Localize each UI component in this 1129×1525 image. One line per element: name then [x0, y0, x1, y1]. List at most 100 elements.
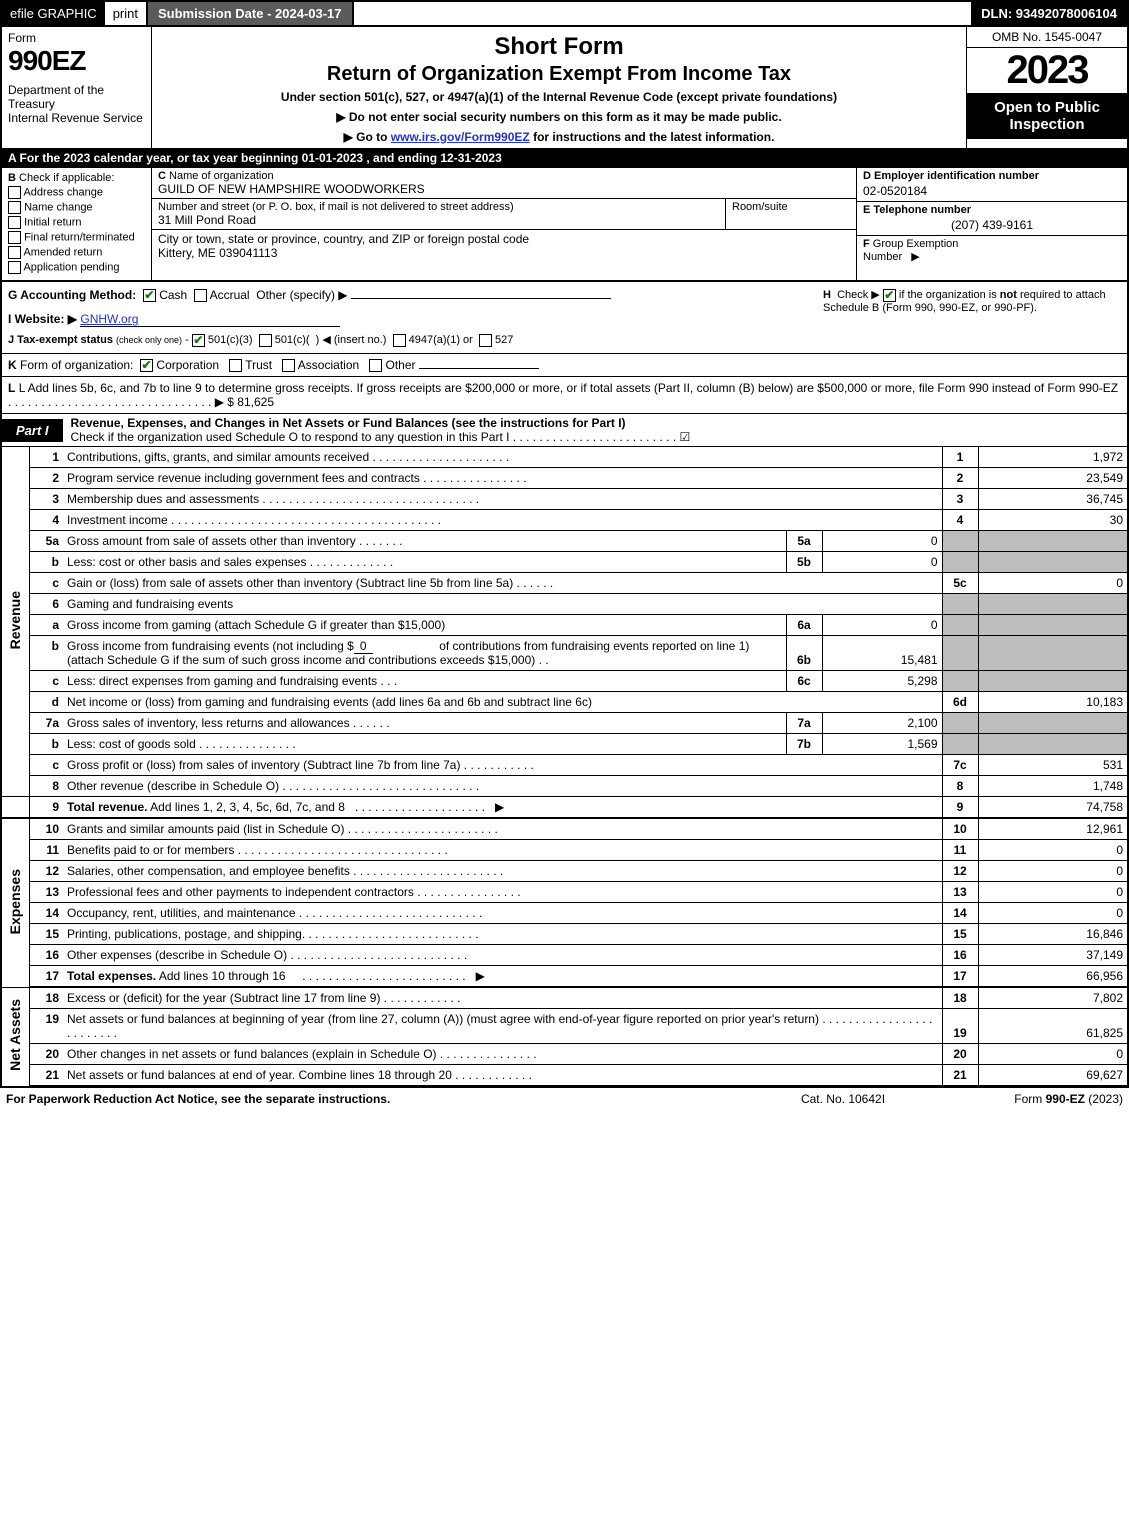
l10-val: 12,961 — [978, 818, 1128, 840]
city-label: City or town, state or province, country… — [158, 232, 529, 246]
chk-accrual[interactable] — [194, 289, 207, 302]
print-button[interactable]: print — [105, 2, 148, 25]
line-2: 2 Program service revenue including gove… — [1, 468, 1128, 489]
line-21: 21 Net assets or fund balances at end of… — [1, 1065, 1128, 1087]
submission-date: Submission Date - 2024-03-17 — [148, 2, 354, 25]
l1-desc: Contributions, gifts, grants, and simila… — [63, 447, 942, 468]
l7a-val — [978, 713, 1128, 734]
title-return: Return of Organization Exempt From Incom… — [160, 63, 958, 86]
l5a-mc: 5a — [786, 531, 822, 552]
website-link[interactable]: GNHW.org — [80, 312, 340, 327]
line-7a: 7a Gross sales of inventory, less return… — [1, 713, 1128, 734]
public-inspection: Open to Public Inspection — [967, 93, 1127, 139]
line-9: 9 Total revenue. Add lines 1, 2, 3, 4, 5… — [1, 797, 1128, 819]
l9-col: 9 — [942, 797, 978, 819]
opt-final-return: Final return/terminated — [24, 231, 135, 243]
footer-mid: Cat. No. 10642I — [743, 1092, 943, 1106]
l18-num: 18 — [29, 987, 63, 1009]
l5b-val — [978, 552, 1128, 573]
chk-other-org[interactable] — [369, 359, 382, 372]
chk-name-change[interactable]: Name change — [8, 201, 145, 214]
dept-label: Department of the Treasury Internal Reve… — [8, 83, 145, 125]
opt-application-pending: Application pending — [23, 261, 119, 273]
opt-name-change: Name change — [24, 201, 93, 213]
l6-num: 6 — [29, 594, 63, 615]
l5a-col — [942, 531, 978, 552]
line-17: 17 Total expenses. Add lines 10 through … — [1, 966, 1128, 988]
box-b-title: B B Check if applicable:Check if applica… — [8, 172, 145, 184]
l7c-col: 7c — [942, 755, 978, 776]
l9-num: 9 — [29, 797, 63, 819]
l12-desc: Salaries, other compensation, and employ… — [63, 861, 942, 882]
l8-num: 8 — [29, 776, 63, 797]
expenses-side-label: Expenses — [1, 818, 29, 987]
l10-num: 10 — [29, 818, 63, 840]
city-block: City or town, state or province, country… — [152, 230, 856, 262]
chk-address-change[interactable]: Address change — [8, 186, 145, 199]
l5c-desc: Gain or (loss) from sale of assets other… — [63, 573, 942, 594]
l1-col: 1 — [942, 447, 978, 468]
footer-r-bold: 990-EZ — [1046, 1092, 1085, 1106]
row-a-calendar-year: A For the 2023 calendar year, or tax yea… — [0, 148, 1129, 168]
chk-amended-return[interactable]: Amended return — [8, 246, 145, 259]
tax-year: 2023 — [967, 48, 1127, 93]
l6c-mv: 5,298 — [822, 671, 942, 692]
chk-4947[interactable] — [393, 334, 406, 347]
irs-link[interactable]: www.irs.gov/Form990EZ — [391, 130, 530, 144]
box-c: C C Name of organizationName of organiza… — [152, 168, 857, 280]
topbar-spacer — [354, 2, 972, 25]
line-14: 14 Occupancy, rent, utilities, and maint… — [1, 903, 1128, 924]
g-other-line[interactable] — [351, 298, 611, 299]
chk-trust[interactable] — [229, 359, 242, 372]
l6a-mv: 0 — [822, 615, 942, 636]
ein-label: D Employer identification number — [857, 168, 1127, 184]
l17-val: 66,956 — [978, 966, 1128, 988]
l6b-val — [978, 636, 1128, 671]
chk-501c[interactable] — [259, 334, 272, 347]
chk-cash[interactable]: ✔ — [143, 289, 156, 302]
page-footer: For Paperwork Reduction Act Notice, see … — [0, 1087, 1129, 1110]
l19-num: 19 — [29, 1009, 63, 1044]
chk-initial-return[interactable]: Initial return — [8, 216, 145, 229]
room-block: Room/suite — [726, 199, 856, 229]
l1-num: 1 — [29, 447, 63, 468]
group-exemption: F Group ExemptionNumber ▶ — [857, 236, 1127, 265]
footer-r-pre: Form — [1014, 1092, 1045, 1106]
l16-col: 16 — [942, 945, 978, 966]
l7b-desc: Less: cost of goods sold . . . . . . . .… — [63, 734, 786, 755]
chk-final-return[interactable]: Final return/terminated — [8, 231, 145, 244]
l7a-col — [942, 713, 978, 734]
note-ssn: ▶ Do not enter social security numbers o… — [160, 110, 958, 124]
info-grid: B B Check if applicable:Check if applica… — [0, 168, 1129, 282]
chk-501c3[interactable]: ✔ — [192, 334, 205, 347]
l5a-desc: Gross amount from sale of assets other t… — [63, 531, 786, 552]
street-value: 31 Mill Pond Road — [158, 213, 256, 227]
chk-schedule-b[interactable]: ✔ — [883, 289, 896, 302]
chk-application-pending[interactable]: Application pending — [8, 261, 145, 274]
netassets-side-label: Net Assets — [1, 987, 29, 1086]
note-goto: ▶ Go to www.irs.gov/Form990EZ for instru… — [160, 130, 958, 144]
other-org-line[interactable] — [419, 368, 539, 369]
l15-desc: Printing, publications, postage, and shi… — [63, 924, 942, 945]
l6c-val — [978, 671, 1128, 692]
chk-527[interactable] — [479, 334, 492, 347]
l11-desc: Benefits paid to or for members . . . . … — [63, 840, 942, 861]
l7b-val — [978, 734, 1128, 755]
l6b-num: b — [29, 636, 63, 671]
chk-corp[interactable]: ✔ — [140, 359, 153, 372]
l6-val — [978, 594, 1128, 615]
l5b-col — [942, 552, 978, 573]
l8-desc: Other revenue (describe in Schedule O) .… — [63, 776, 942, 797]
l7b-mv: 1,569 — [822, 734, 942, 755]
form-number: 990EZ — [8, 45, 145, 77]
l14-desc: Occupancy, rent, utilities, and maintena… — [63, 903, 942, 924]
l15-col: 15 — [942, 924, 978, 945]
l18-col: 18 — [942, 987, 978, 1009]
section-ghij: G Accounting Method: ✔ Cash Accrual Othe… — [0, 282, 1129, 354]
title-short-form: Short Form — [160, 33, 958, 61]
org-name: GUILD OF NEW HAMPSHIRE WOODWORKERS — [158, 182, 425, 196]
efile-button[interactable]: efile GRAPHIC — [2, 2, 105, 25]
form-header: Form 990EZ Department of the Treasury In… — [0, 27, 1129, 148]
line-15: 15 Printing, publications, postage, and … — [1, 924, 1128, 945]
chk-assoc[interactable] — [282, 359, 295, 372]
